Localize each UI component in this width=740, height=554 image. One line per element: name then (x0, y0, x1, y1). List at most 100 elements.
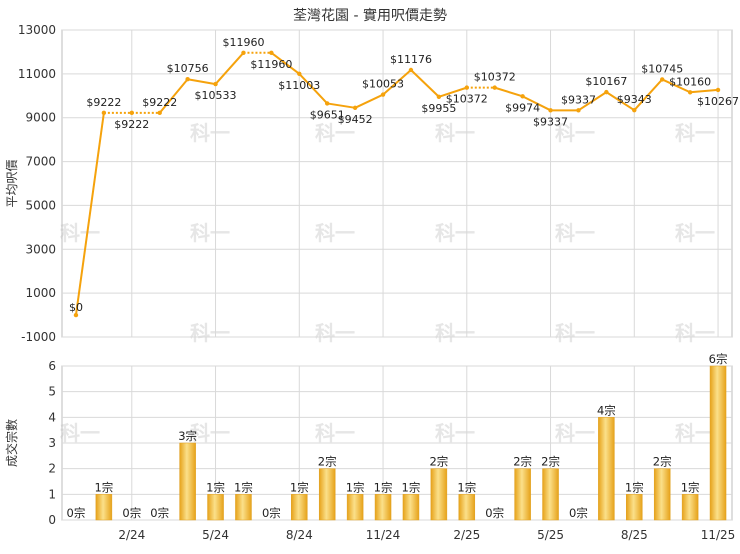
watermark-text: 科一 (190, 221, 230, 245)
watermark-text: 科一 (555, 421, 595, 445)
price-line-segment (74, 112, 105, 316)
price-point (101, 110, 107, 116)
x-tick-label: 2/25 (453, 528, 480, 542)
price-point-label: $11003 (278, 79, 320, 92)
x-tick-label: 5/24 (202, 528, 229, 542)
price-point (715, 87, 721, 93)
volume-bar (626, 494, 643, 521)
price-point (269, 50, 274, 56)
watermark-text: 科一 (315, 321, 355, 345)
watermark-text: 科一 (60, 421, 100, 445)
price-line-segment (494, 86, 523, 98)
volume-bar-label: 3宗 (178, 429, 197, 443)
volume-bar (653, 468, 671, 521)
volume-bar (346, 494, 364, 521)
volume-bar-label: 0宗 (122, 506, 141, 520)
price-point-label: $11960 (222, 36, 264, 49)
price-point-label: $10167 (585, 75, 627, 88)
price-point (520, 94, 525, 99)
price-point (352, 105, 358, 111)
price-point (604, 89, 609, 95)
watermark-text: 科一 (315, 121, 355, 145)
x-tick-label: 8/25 (621, 528, 648, 542)
price-line-segment (410, 69, 440, 98)
price-line-segment (605, 91, 635, 112)
price-point (129, 110, 134, 116)
volume-tick-label: 0 (48, 513, 56, 527)
price-point-label: $11960 (250, 58, 292, 71)
volume-bar-label: 1宗 (374, 480, 393, 494)
price-point-label: $10372 (446, 93, 488, 106)
price-point (185, 77, 190, 82)
price-point-label: $9337 (561, 93, 596, 106)
volume-bar (402, 494, 420, 521)
price-point (297, 71, 302, 76)
price-point (408, 67, 414, 73)
volume-tick-label: 5 (48, 385, 56, 399)
price-point-label: $10053 (362, 78, 404, 91)
watermark-text: 科一 (435, 321, 475, 345)
volume-bar (542, 468, 559, 521)
price-point (464, 85, 469, 90)
volume-tick-label: 2 (48, 462, 56, 476)
price-tick-label: 11000 (18, 67, 56, 81)
price-point (73, 312, 79, 318)
price-line (73, 50, 721, 318)
x-tick-label: 5/25 (537, 528, 564, 542)
price-line-segment (158, 78, 189, 114)
price-plot-frame (61, 29, 733, 338)
volume-bar (709, 365, 727, 521)
volume-bar-label: 1宗 (290, 480, 309, 494)
chart-title: 荃灣花園 - 實用呎價走勢 (293, 7, 447, 24)
price-point (213, 81, 218, 87)
watermark-text: 科一 (435, 121, 475, 145)
price-point (660, 77, 665, 82)
volume-axis-title: 成交宗數 (4, 419, 19, 467)
price-point (576, 108, 581, 113)
volume-bar-label: 1宗 (346, 480, 365, 494)
price-line-segment (382, 69, 412, 96)
price-line-segment (522, 95, 551, 112)
price-point-label: $9222 (114, 118, 149, 131)
watermark-text: 科一 (675, 321, 715, 345)
volume-bar (318, 468, 336, 521)
price-line-segment (577, 91, 607, 112)
price-line-segment (354, 93, 384, 109)
volume-bar (598, 417, 615, 521)
price-point-label: $9955 (421, 102, 456, 115)
volume-bar-label: 2宗 (541, 455, 560, 469)
volume-tick-label: 1 (48, 487, 56, 501)
volume-bar-label: 1宗 (681, 480, 700, 494)
volume-bar (95, 494, 113, 521)
price-point-label: $0 (69, 301, 83, 314)
watermark-text: 科一 (555, 321, 595, 345)
x-tick-label: 8/24 (286, 528, 313, 542)
price-point (380, 92, 386, 97)
volume-bar-label: 1宗 (234, 480, 253, 494)
price-line-segment (661, 78, 691, 94)
volume-bar-label: 2宗 (318, 455, 337, 469)
volume-bars (95, 365, 727, 521)
volume-tick-label: 4 (48, 410, 56, 424)
watermark-text: 科一 (435, 221, 475, 245)
price-point-label: $9222 (86, 96, 121, 109)
volume-bar-label: 6宗 (709, 352, 728, 366)
price-line-segment (327, 102, 356, 109)
x-tick-label: 11/24 (366, 528, 401, 542)
volume-bar-label: 1宗 (625, 480, 644, 494)
watermark-text: 科一 (675, 121, 715, 145)
price-line-segment (298, 73, 328, 105)
volume-bar-label: 0宗 (569, 506, 588, 520)
volume-bar (207, 494, 224, 521)
price-line-segment (187, 78, 216, 86)
watermark-text: 科一 (315, 221, 355, 245)
price-point (492, 85, 497, 90)
price-tick-label: -1000 (21, 330, 56, 344)
price-line-segment (270, 52, 300, 75)
watermark-text: 科一 (435, 421, 475, 445)
price-point-label: $9343 (617, 93, 652, 106)
x-tick-label: 11/25 (701, 528, 736, 542)
price-point-label: $10372 (474, 71, 516, 84)
price-point (325, 101, 330, 106)
